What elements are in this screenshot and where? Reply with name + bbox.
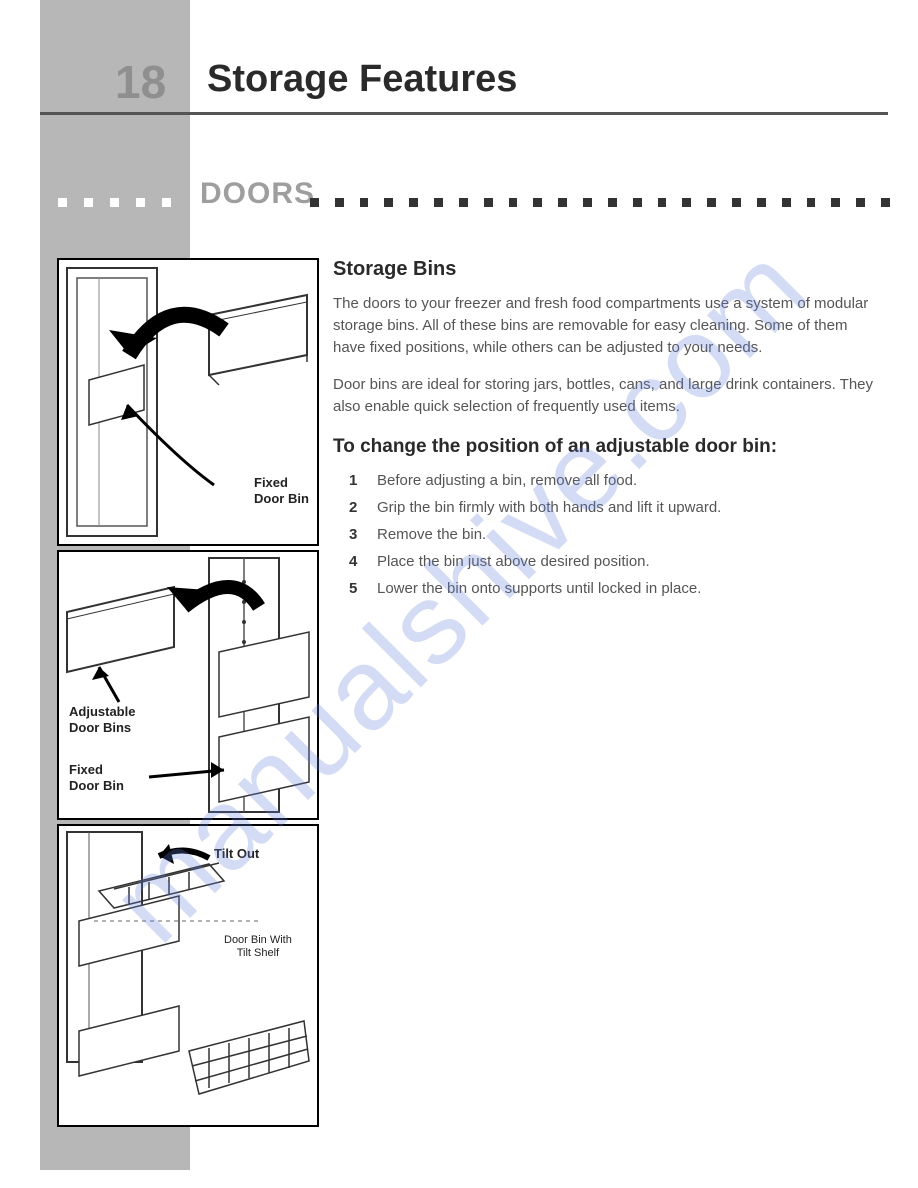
procedure-steps: 1Before adjusting a bin, remove all food… [333,472,878,597]
step-3-text: Remove the bin. [377,526,486,543]
step-4: 4Place the bin just above desired positi… [357,553,878,570]
page-number: 18 [115,55,166,109]
step-1: 1Before adjusting a bin, remove all food… [357,472,878,489]
paragraph-2: Door bins are ideal for storing jars, bo… [333,374,878,418]
step-4-text: Place the bin just above desired positio… [377,553,650,570]
procedure-heading: To change the position of an adjustable … [333,436,878,458]
figure-column: Fixed Door Bin Adjustable Door B [57,258,319,1131]
content-column: Storage Bins The doors to your freezer a… [333,258,878,607]
subheading-storage-bins: Storage Bins [333,258,878,281]
dots-right [310,198,890,208]
step-5: 5Lower the bin onto supports until locke… [357,580,878,597]
paragraph-1: The doors to your freezer and fresh food… [333,293,878,358]
step-1-text: Before adjusting a bin, remove all food. [377,472,637,489]
dots-left [58,198,188,208]
step-2-text: Grip the bin firmly with both hands and … [377,499,721,516]
section-heading: DOORS [200,177,315,211]
figure2-label-b: Fixed Door Bin [69,762,124,793]
figure3-label-b: Door Bin With Tilt Shelf [224,934,292,960]
figure3-label-a: Tilt Out [214,846,259,862]
step-3: 3Remove the bin. [357,526,878,543]
title-rule [40,112,888,115]
figure-adjustable-bins: Adjustable Door Bins Fixed Door Bin [57,550,319,820]
figure-fixed-bin: Fixed Door Bin [57,258,319,546]
figure2-label-a: Adjustable Door Bins [69,704,135,735]
step-5-text: Lower the bin onto supports until locked… [377,580,701,597]
figure-tilt-shelf: Tilt Out Door Bin With Tilt Shelf [57,824,319,1127]
figure1-label: Fixed Door Bin [254,475,309,506]
step-2: 2Grip the bin firmly with both hands and… [357,499,878,516]
tilt-shelf-illustration [59,826,317,1125]
page-title: Storage Features [207,58,517,101]
